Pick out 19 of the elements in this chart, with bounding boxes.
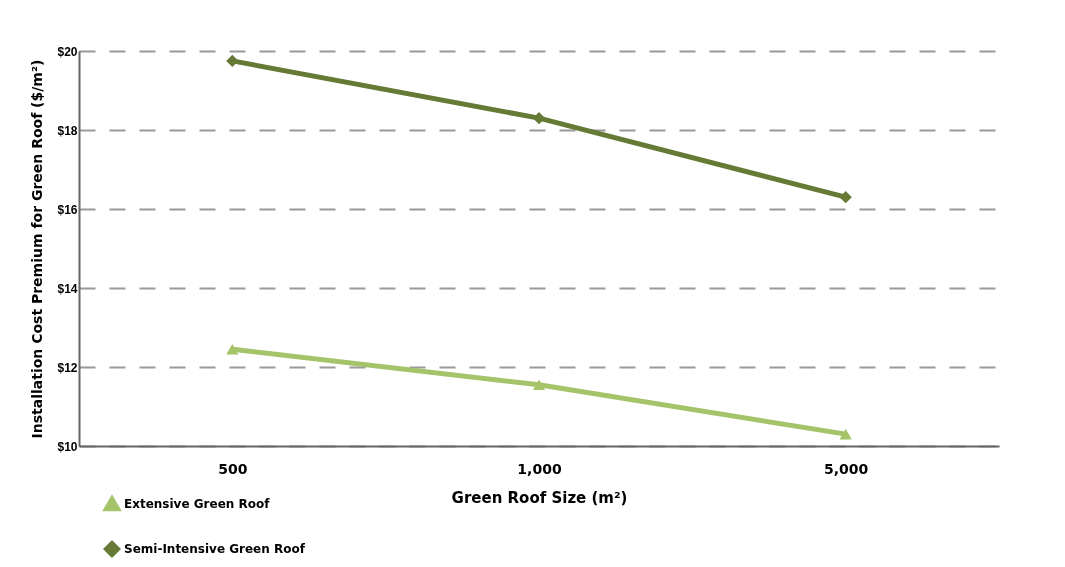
point [839,428,852,440]
x-tick-label: 500 [218,460,248,477]
x-axis-title: Green Roof Size (m²) [451,488,628,507]
legend-label: Extensive Green Roof [124,497,271,511]
point [532,112,546,125]
y-tick-label: $14 [57,281,78,296]
x-tick-label: 5,000 [824,460,869,477]
y-axis-title: Installation Cost Premium for Green Roof ($/m²) [29,59,46,439]
legend-label: Semi-Intensive Green Roof [124,542,306,556]
point [226,343,239,355]
point [226,54,239,67]
x-tick-label: 1,000 [517,460,562,477]
y-tick-label: $16 [57,202,78,217]
y-tick-label: $12 [57,360,78,375]
y-tick-label: $18 [57,123,78,138]
y-tick-label: $10 [57,439,78,454]
point [532,379,546,391]
y-tick-label: $20 [57,44,78,59]
point [839,191,852,204]
